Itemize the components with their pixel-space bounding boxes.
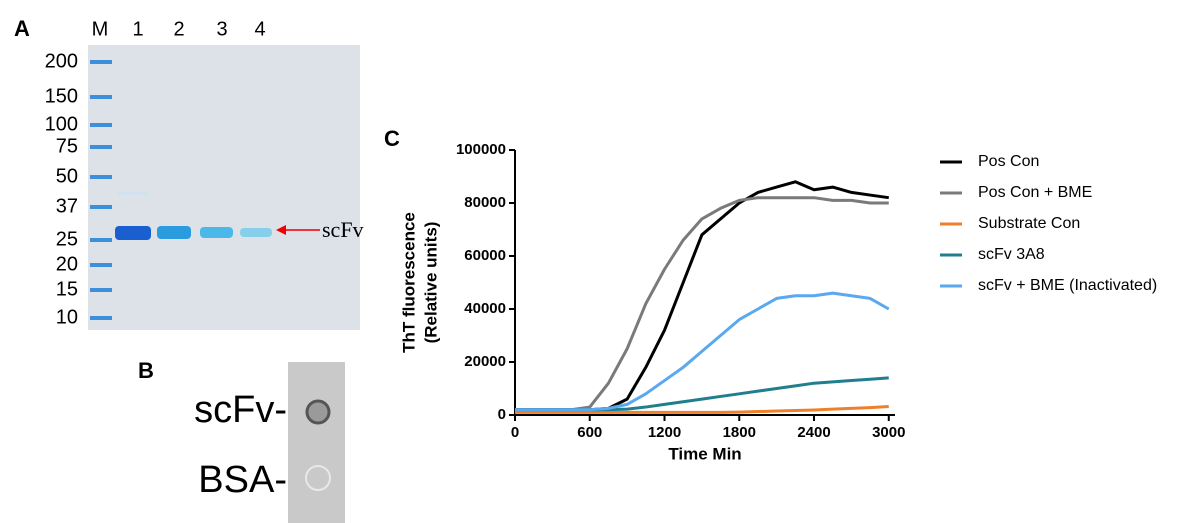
marker-band [90, 263, 112, 267]
marker-band [90, 95, 112, 99]
x-tick-label: 600 [577, 424, 602, 441]
x-axis-label: Time Min [668, 444, 741, 463]
legend-label: scFv + BME (Inactivated) [978, 277, 1157, 294]
marker-label: 20 [56, 253, 78, 275]
lane-label: 3 [216, 18, 227, 40]
marker-label: 75 [56, 135, 78, 157]
lane-label: 1 [132, 18, 143, 40]
marker-band [90, 238, 112, 242]
y-tick-label: 100000 [456, 141, 506, 158]
blot-strip [288, 362, 345, 523]
legend-label: Substrate Con [978, 215, 1080, 232]
series-line [515, 180, 889, 412]
marker-band [90, 205, 112, 209]
marker-band [90, 60, 112, 64]
y-tick-label: 80000 [464, 194, 506, 211]
series-line [515, 405, 889, 414]
gel [88, 45, 360, 330]
lane-label: M [92, 18, 109, 40]
y-tick-label: 60000 [464, 247, 506, 264]
x-tick-label: 0 [511, 424, 519, 441]
legend-label: Pos Con [978, 153, 1039, 170]
y-tick-label: 20000 [464, 353, 506, 370]
marker-label: 37 [56, 195, 78, 217]
marker-band [90, 316, 112, 320]
spot-label: scFv- [194, 389, 287, 431]
legend-label: Pos Con + BME [978, 184, 1092, 201]
marker-label: 50 [56, 165, 78, 187]
marker-label: 25 [56, 228, 78, 250]
y-tick-label: 0 [498, 406, 506, 423]
x-tick-label: 1800 [723, 424, 756, 441]
legend-label: scFv 3A8 [978, 246, 1045, 263]
y-axis-label: ThT fluorescence [399, 212, 418, 353]
marker-band [90, 145, 112, 149]
band-label: scFv [322, 217, 364, 242]
marker-label: 200 [45, 50, 78, 72]
panel-label: C [384, 126, 400, 151]
lane-label: 4 [254, 18, 265, 40]
marker-band [90, 288, 112, 292]
gel-bands [115, 192, 272, 240]
panel-label: B [138, 358, 154, 383]
marker-label: 100 [45, 113, 78, 135]
marker-band [90, 123, 112, 127]
spot [305, 399, 331, 425]
marker-label: 15 [56, 278, 78, 300]
lane-label: 2 [173, 18, 184, 40]
series-line [515, 376, 889, 412]
series-line [515, 291, 890, 412]
marker-label: 150 [45, 85, 78, 107]
x-tick-label: 2400 [797, 424, 830, 441]
y-axis-label: (Relative units) [421, 222, 440, 344]
arrow-head [276, 225, 286, 235]
y-tick-label: 40000 [464, 300, 506, 317]
marker-label: 10 [56, 306, 78, 328]
x-tick-label: 3000 [872, 424, 905, 441]
marker-band [90, 175, 112, 179]
spot-label: BSA- [198, 459, 287, 501]
x-tick-label: 1200 [648, 424, 681, 441]
spot [305, 465, 331, 491]
series-line [515, 196, 889, 412]
panel-label: A [14, 16, 30, 41]
